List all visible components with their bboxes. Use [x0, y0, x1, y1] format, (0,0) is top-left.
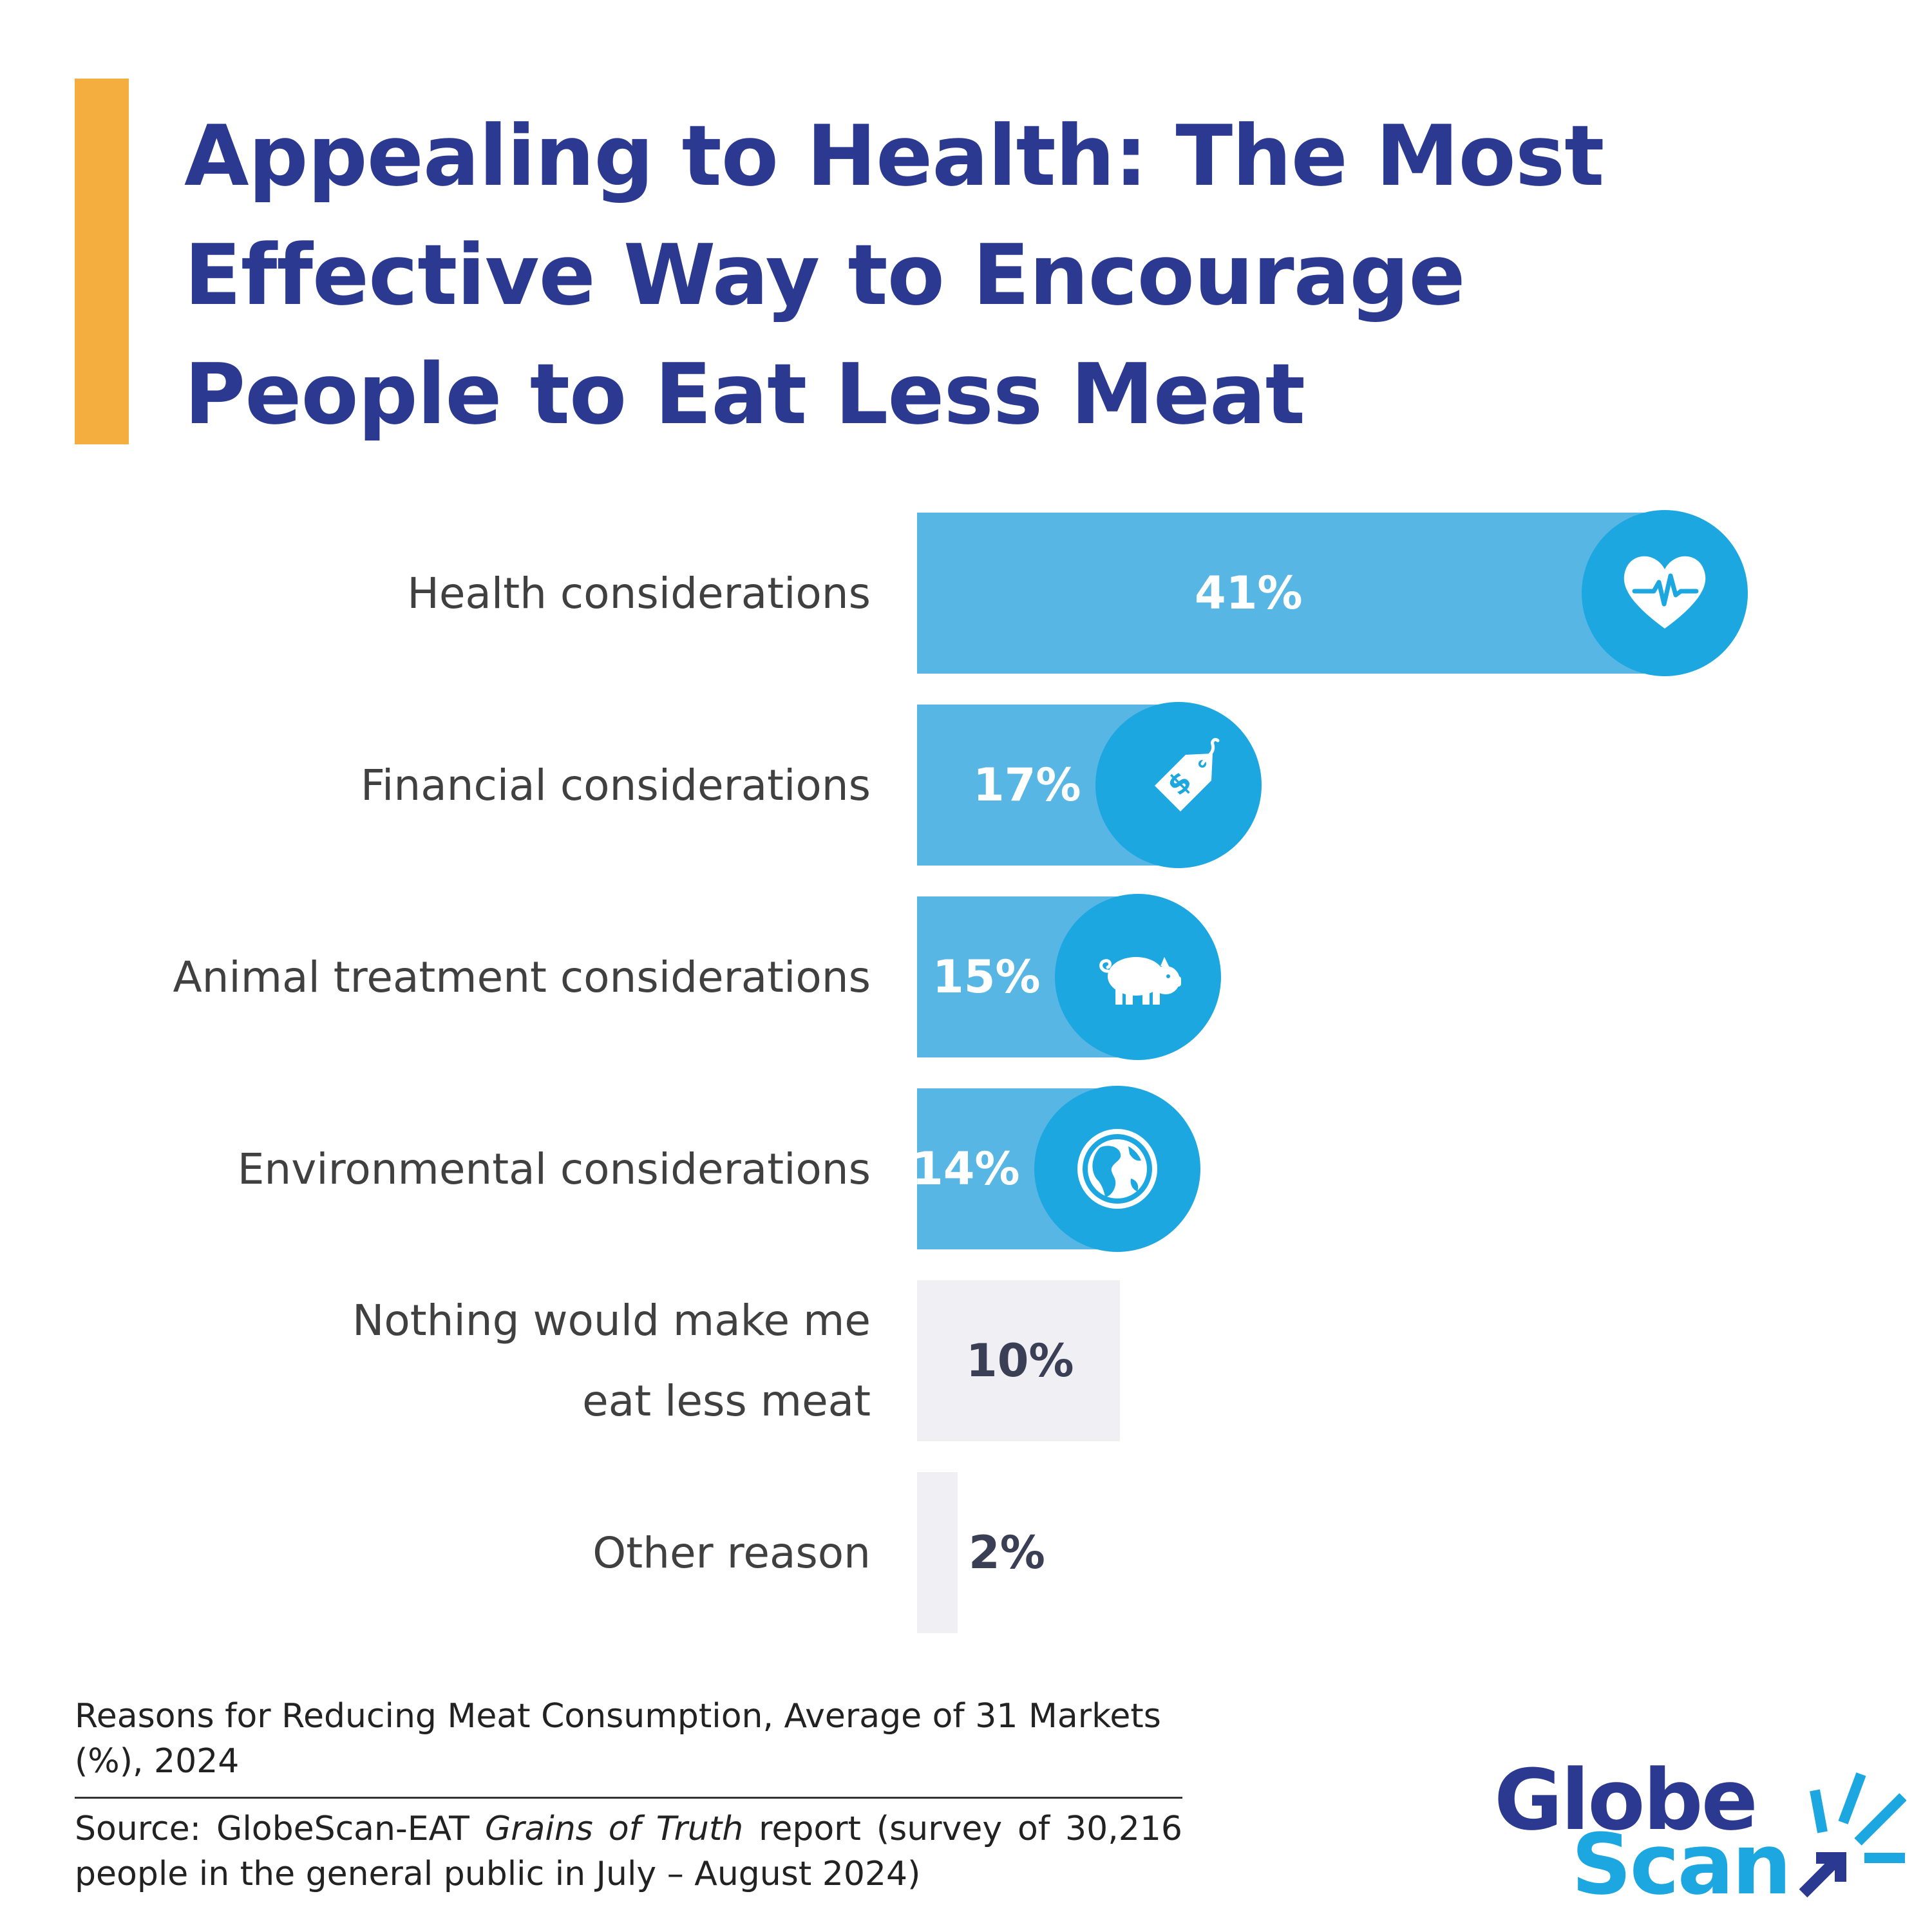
- category-label-line: Environmental considerations: [237, 1144, 871, 1194]
- title-line-1: Appealing to Health: The Most: [184, 107, 1604, 205]
- icon-badge: [1582, 510, 1748, 676]
- title-line-3: People to Eat Less Meat: [184, 345, 1305, 443]
- icon-badge: [1034, 1086, 1200, 1252]
- logo-word-scan: Scan: [1571, 1815, 1792, 1913]
- category-label: Environmental considerations: [238, 1088, 871, 1249]
- bar: [917, 513, 1665, 674]
- value-label: 10%: [966, 1334, 1074, 1387]
- title-line-2: Effective Way to Encourage: [184, 226, 1466, 324]
- icon-badge: $: [1095, 702, 1262, 868]
- category-label: Nothing would make me eat less meat: [352, 1280, 871, 1441]
- value-label: 17%: [973, 759, 1081, 811]
- category-label-text: Financial considerations: [361, 745, 871, 826]
- bar-row: Environmental considerations 14%: [0, 1086, 1932, 1252]
- category-label-line: Financial considerations: [360, 760, 871, 810]
- logo-word-globe: Globe: [1494, 1751, 1758, 1849]
- value-label: 2%: [969, 1526, 1045, 1579]
- bar-row: Financial considerations 17% $: [0, 702, 1932, 868]
- category-label-line: Nothing would make me: [352, 1296, 871, 1345]
- icon-badge: [1055, 894, 1221, 1060]
- globe-icon: [1077, 1129, 1157, 1209]
- logo-burst-icon: [1799, 1772, 1906, 1898]
- bar: [917, 1280, 1120, 1441]
- value-label: 41%: [1195, 567, 1303, 620]
- bar: [917, 1472, 958, 1633]
- heart-pulse-icon: [1624, 556, 1706, 629]
- title-accent-bar: [75, 79, 129, 444]
- category-label-line: Health considerations: [407, 568, 871, 618]
- globescan-logo: Globe Scan: [1494, 1758, 1906, 1906]
- pig-icon: [1099, 957, 1181, 1005]
- source-suffix: report (survey of 30,216 people in the g…: [75, 1810, 1182, 1893]
- bar-row: Nothing would make me eat less meat 10%: [0, 1280, 1932, 1441]
- source-prefix: Source: GlobeScan-EAT: [75, 1810, 485, 1848]
- caption-divider: [75, 1797, 1182, 1799]
- value-label: 15%: [933, 951, 1041, 1003]
- bar-row: Health considerations 41%: [0, 510, 1932, 676]
- category-label: Financial considerations: [361, 705, 871, 866]
- category-label-text: Health considerations: [407, 553, 871, 634]
- chart-caption: Reasons for Reducing Meat Consumption, A…: [75, 1697, 1161, 1781]
- value-label: 14%: [912, 1142, 1020, 1195]
- bar-row: Animal treatment considerations 15%: [0, 894, 1932, 1060]
- chart-title: Appealing to Health: The Most Effective …: [184, 97, 1730, 454]
- category-label-text: Other reason: [592, 1513, 871, 1593]
- category-label: Other reason: [592, 1472, 871, 1633]
- bar-row: Other reason 2%: [0, 1472, 1932, 1633]
- category-label-line: Animal treatment considerations: [173, 952, 871, 1002]
- category-label: Health considerations: [407, 513, 871, 674]
- category-label-line: eat less meat: [582, 1376, 871, 1426]
- category-label-line: Other reason: [592, 1528, 871, 1578]
- category-label-text: Nothing would make me eat less meat: [352, 1280, 871, 1441]
- category-label-text: Animal treatment considerations: [173, 937, 871, 1018]
- source-note: Source: GlobeScan-EAT Grains of Truth re…: [75, 1806, 1182, 1897]
- category-label: Animal treatment considerations: [173, 896, 871, 1057]
- source-report-title: Grains of Truth: [484, 1810, 744, 1848]
- price-tag-icon: $: [1155, 737, 1220, 811]
- category-label-text: Environmental considerations: [238, 1129, 871, 1209]
